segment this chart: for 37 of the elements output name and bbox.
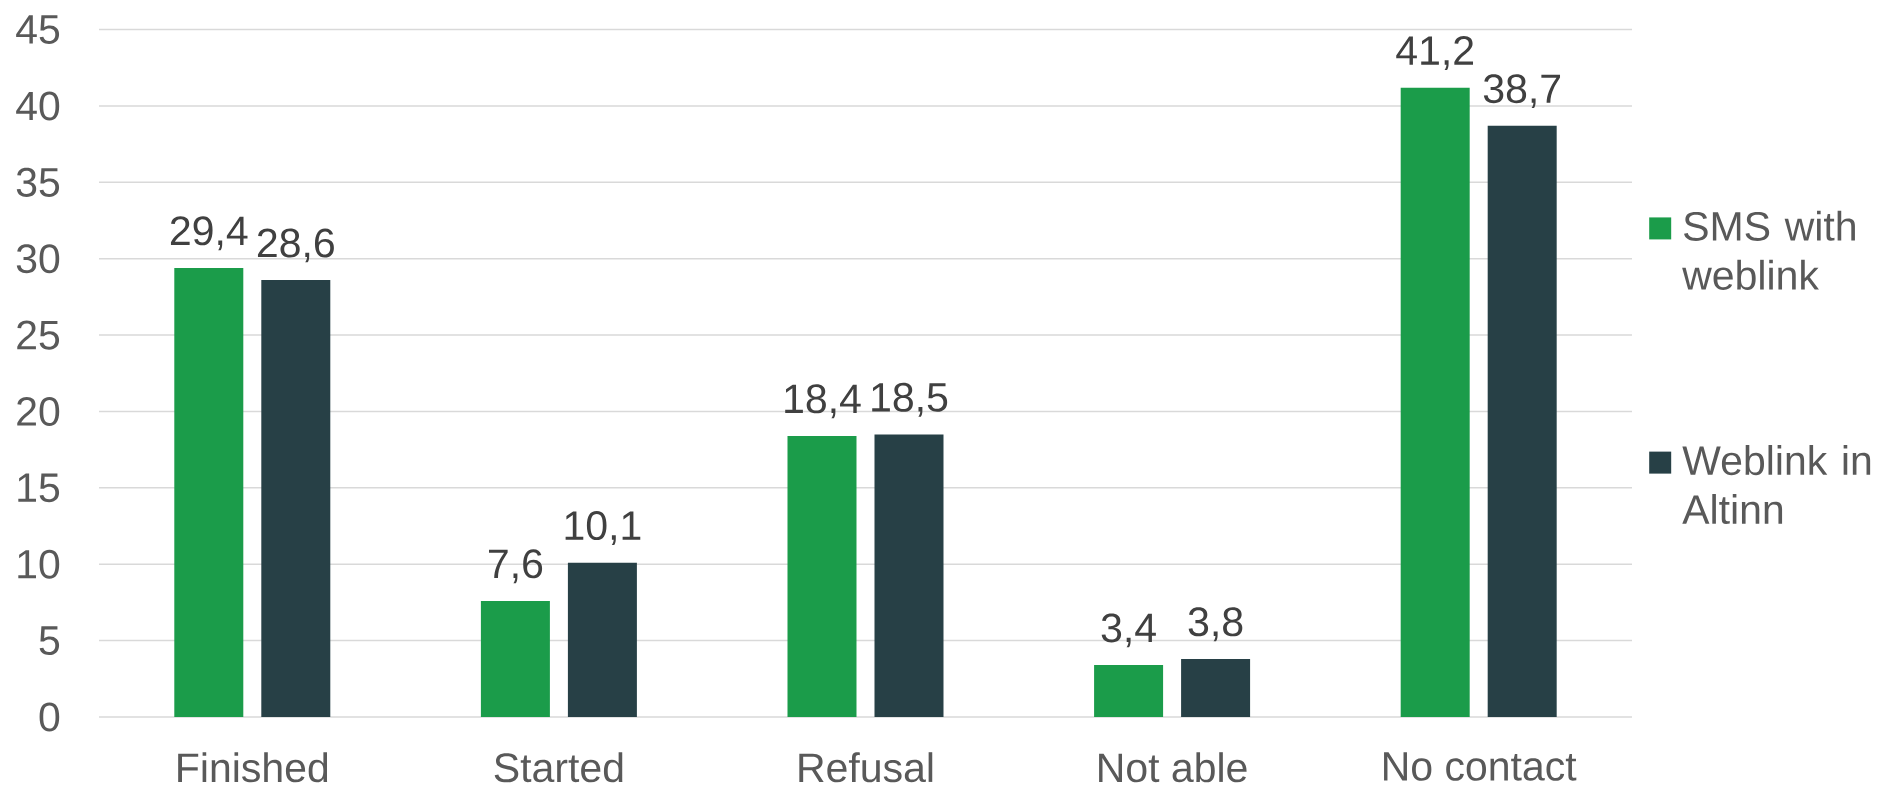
bar <box>480 600 550 717</box>
data-label: 3,4 <box>1101 613 1156 648</box>
bar <box>567 562 637 717</box>
bar <box>1181 658 1251 717</box>
data-label: 18,5 <box>872 382 948 417</box>
y-tick-label: 45 <box>16 15 60 44</box>
y-tick-label: 35 <box>16 167 60 197</box>
data-label: 28,6 <box>257 228 334 263</box>
data-label: 3,8 <box>1188 607 1243 642</box>
data-label: 7,6 <box>489 549 543 584</box>
bar <box>1487 125 1557 717</box>
y-tick-label: 20 <box>17 396 60 427</box>
y-tick-label: 15 <box>18 473 60 503</box>
bar <box>1400 87 1470 717</box>
y-tick-label: 40 <box>16 91 60 121</box>
data-label: 38,7 <box>1483 74 1561 109</box>
data-label: 10,1 <box>565 511 641 545</box>
y-tick-label: 0 <box>39 702 60 732</box>
bar <box>174 267 244 717</box>
legend-label: SMS with weblink <box>1682 210 1855 290</box>
x-tick-label: No contact <box>1384 752 1577 781</box>
data-label: 29,4 <box>170 216 248 251</box>
x-tick-label: Finished <box>178 752 328 783</box>
bar <box>787 435 857 717</box>
bar <box>874 434 944 717</box>
legend-label: Weblink in Altinn <box>1682 445 1871 525</box>
y-tick-label: 25 <box>17 320 60 350</box>
x-tick-label: Not able <box>1099 752 1247 783</box>
x-tick-label: Refusal <box>799 752 933 783</box>
bar <box>1094 665 1164 717</box>
bar <box>261 280 331 717</box>
data-label: 41,2 <box>1396 36 1474 70</box>
x-tick-label: Started <box>494 752 623 783</box>
y-tick-label: 10 <box>18 549 60 579</box>
data-label: 18,4 <box>785 384 861 419</box>
y-tick-label: 5 <box>39 626 60 655</box>
y-tick-label: 30 <box>16 244 60 274</box>
